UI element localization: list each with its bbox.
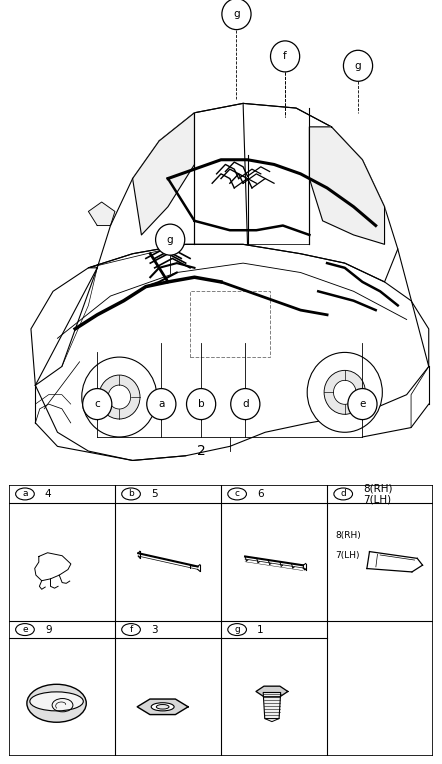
Text: 8(RH)
7(LH): 8(RH) 7(LH) [363,483,392,505]
Polygon shape [309,127,385,244]
Polygon shape [133,113,194,235]
Text: b: b [128,490,134,498]
Text: b: b [198,399,204,409]
Polygon shape [88,103,398,282]
Text: e: e [22,625,28,634]
Circle shape [187,389,216,419]
Polygon shape [256,686,288,697]
Text: d: d [340,490,346,498]
Circle shape [147,389,176,419]
Circle shape [228,488,247,500]
Polygon shape [88,202,115,225]
Circle shape [99,375,140,419]
Text: 7(LH): 7(LH) [335,552,360,560]
Text: g: g [167,235,173,244]
Text: 1: 1 [257,624,264,635]
Text: 8(RH): 8(RH) [335,531,361,540]
Text: a: a [158,399,164,409]
Circle shape [122,623,141,636]
Circle shape [108,385,131,409]
Text: g: g [233,9,240,19]
Circle shape [222,0,251,30]
Text: f: f [130,625,133,634]
Text: 9: 9 [45,624,52,635]
Circle shape [228,623,247,636]
Polygon shape [263,692,281,719]
Circle shape [122,488,141,500]
Text: d: d [242,399,248,409]
Text: f: f [283,51,287,61]
Circle shape [334,380,356,404]
Text: 2: 2 [197,444,206,458]
Text: c: c [94,399,100,409]
Text: 4: 4 [45,489,52,499]
Circle shape [15,488,34,500]
Polygon shape [265,719,279,722]
Circle shape [334,488,353,500]
Bar [190,291,270,357]
Circle shape [343,50,373,81]
Text: a: a [22,490,28,498]
Text: 5: 5 [151,489,158,499]
Text: c: c [235,490,240,498]
Circle shape [307,352,382,432]
Circle shape [27,685,86,722]
Ellipse shape [30,692,83,711]
Text: e: e [359,399,366,409]
Text: g: g [234,625,240,634]
Circle shape [324,371,366,414]
Polygon shape [137,699,188,714]
Circle shape [82,357,157,437]
Ellipse shape [151,703,174,711]
Circle shape [156,224,185,255]
Text: 6: 6 [257,489,264,499]
Circle shape [231,389,260,419]
Circle shape [83,389,112,419]
Ellipse shape [156,704,169,709]
Circle shape [15,623,34,636]
Text: g: g [355,61,361,71]
Polygon shape [31,244,429,461]
Circle shape [348,389,377,419]
Text: 3: 3 [151,624,158,635]
Circle shape [271,41,300,72]
